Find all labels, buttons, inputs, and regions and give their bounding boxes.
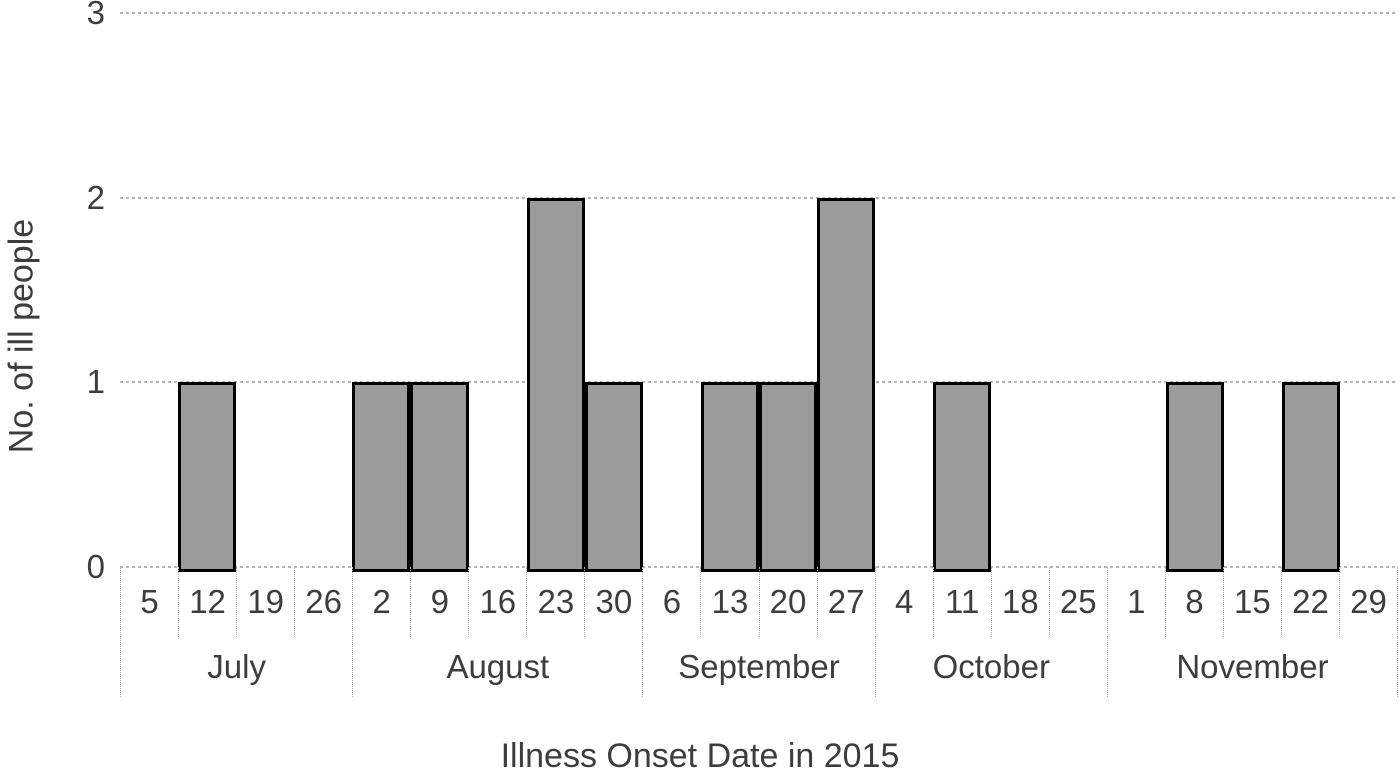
week-tick-october-11: 11 <box>932 567 991 637</box>
bar-september-20 <box>759 382 818 572</box>
week-tick-august-16: 16 <box>468 567 526 637</box>
bar-august-30 <box>584 382 643 572</box>
week-tick-august-30: 30 <box>584 567 642 637</box>
y-tick-label-3: 3 <box>86 0 105 31</box>
bar-august-23 <box>526 197 585 572</box>
month-label-september: September <box>642 637 874 697</box>
week-tick-september-13: 13 <box>700 567 758 637</box>
month-label-july: July <box>120 637 352 697</box>
x-axis-title: Illness Onset Date in 2015 <box>500 737 900 775</box>
bar-november-8 <box>1165 382 1224 572</box>
bar-july-12 <box>178 382 237 572</box>
week-tick-november-22: 22 <box>1280 567 1339 637</box>
month-label-october: October <box>874 637 1107 697</box>
month-axis: July August September October November <box>120 637 1398 697</box>
bar-september-27 <box>817 197 876 572</box>
month-label-august: August <box>352 637 642 697</box>
week-tick-october-4: 4 <box>874 567 933 637</box>
bar-august-9 <box>410 382 469 572</box>
y-axis-title: No. of ill people <box>2 218 41 454</box>
week-tick-july-19: 19 <box>236 567 294 637</box>
week-tick-july-5: 5 <box>120 567 178 637</box>
gridline-y-2 <box>120 196 1398 199</box>
y-tick-label-0: 0 <box>86 548 105 585</box>
week-tick-august-2: 2 <box>352 567 410 637</box>
week-tick-july-26: 26 <box>294 567 352 637</box>
week-tick-october-18: 18 <box>990 567 1049 637</box>
week-tick-november-15: 15 <box>1222 567 1281 637</box>
y-tick-label-2: 2 <box>86 178 105 216</box>
week-tick-november-29: 29 <box>1338 567 1399 637</box>
week-tick-july-12: 12 <box>178 567 236 637</box>
week-tick-november-1: 1 <box>1106 567 1165 637</box>
y-tick-label-1: 1 <box>86 363 105 401</box>
week-tick-september-6: 6 <box>642 567 700 637</box>
week-tick-september-20: 20 <box>758 567 817 637</box>
month-label-november: November <box>1106 637 1398 697</box>
week-tick-october-25: 25 <box>1048 567 1107 637</box>
bar-november-22 <box>1281 382 1340 572</box>
week-tick-august-23: 23 <box>526 567 584 637</box>
bar-october-11 <box>933 382 992 572</box>
gridline-y-1 <box>120 381 1398 384</box>
bar-august-2 <box>352 382 411 572</box>
bar-september-13 <box>700 382 759 572</box>
week-tick-august-9: 9 <box>410 567 468 637</box>
week-tick-november-8: 8 <box>1164 567 1223 637</box>
week-tick-september-27: 27 <box>816 567 875 637</box>
gridline-y-3 <box>120 12 1398 14</box>
week-axis: 5 12 19 26 2 9 16 23 30 6 13 20 27 4 11 18 25 1 8 15 22 29 <box>120 567 1399 637</box>
plot-area: 0 1 2 3 <box>87 0 1398 585</box>
